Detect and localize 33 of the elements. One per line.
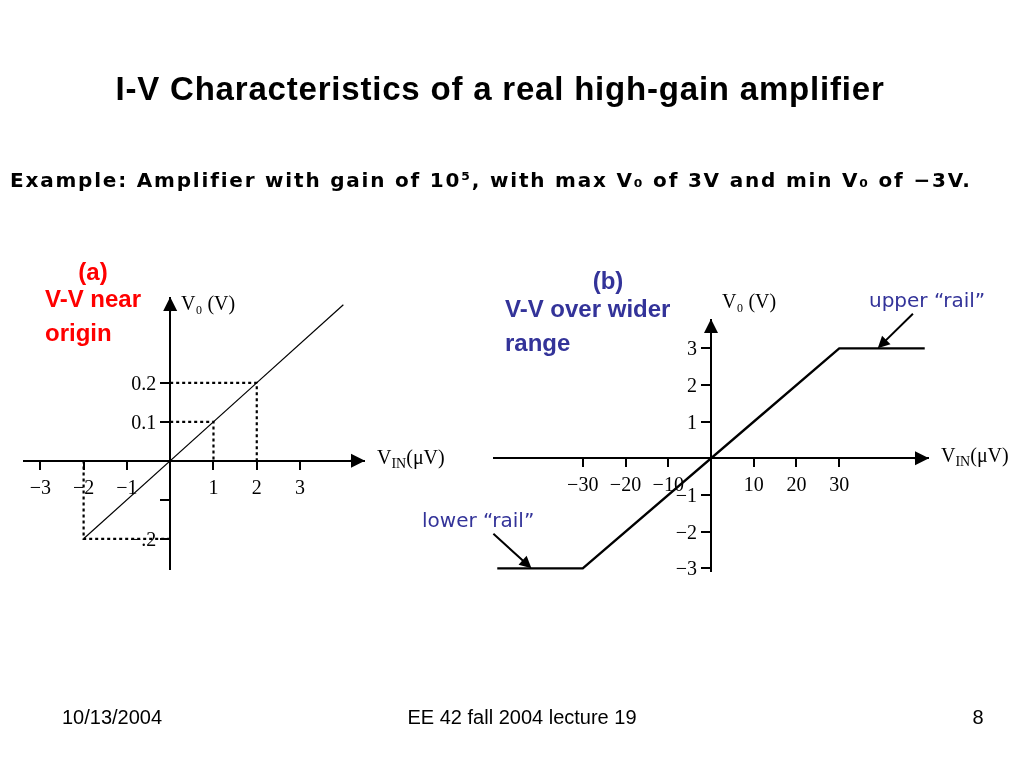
text: 8 xyxy=(972,706,984,729)
x-tick-label: 3 xyxy=(295,475,306,498)
y-tick-label: −2 xyxy=(675,520,697,543)
y-tick-label: −3 xyxy=(675,557,697,580)
annotation: upper “rail” xyxy=(869,288,986,312)
y-tick-label: 1 xyxy=(687,410,697,433)
x-tick-label: −1 xyxy=(116,475,138,498)
x-tick-label: −20 xyxy=(609,473,642,496)
x-tick-label: −30 xyxy=(567,473,599,496)
x-axis-title: V$_{IN}$(μV) xyxy=(377,446,445,472)
annotation: V-V over wider range xyxy=(505,295,671,356)
y-tick-label: 3 xyxy=(687,337,697,360)
x-tick-label: 2 xyxy=(251,475,262,498)
text: (b) xyxy=(592,267,624,294)
x-tick-label: 1 xyxy=(208,475,219,498)
y-tick-label: 2 xyxy=(687,374,697,396)
x-axis-title: V$_{IN}$(μV) xyxy=(941,444,1009,470)
y-tick-label: 0.1 xyxy=(131,410,157,433)
x-tick-label: 20 xyxy=(786,473,807,496)
text: (a) xyxy=(78,257,108,287)
x-tick-label: −3 xyxy=(29,475,51,498)
text: EE 42 fall 2004 lecture 19 xyxy=(407,706,637,729)
x-tick-label: 30 xyxy=(829,473,850,496)
text: 10/13/2004 xyxy=(62,706,163,729)
annotation: V-V near origin xyxy=(45,285,143,348)
x-tick-label: 10 xyxy=(743,473,764,496)
text: I-V Characteristics of a real high-gain amplifier xyxy=(115,70,885,108)
text: Example: Amplifier with gain of 10⁵, with max V₀ of 3V and min V₀ of −3V. xyxy=(10,168,972,192)
y-tick-label: 0.2 xyxy=(131,371,157,394)
y-axis-title: V₀ (V) xyxy=(181,292,236,315)
y-axis-title: V₀ (V) xyxy=(722,290,777,313)
annotation: lower “rail” xyxy=(422,508,535,532)
x-tick-label: −2 xyxy=(72,475,95,498)
